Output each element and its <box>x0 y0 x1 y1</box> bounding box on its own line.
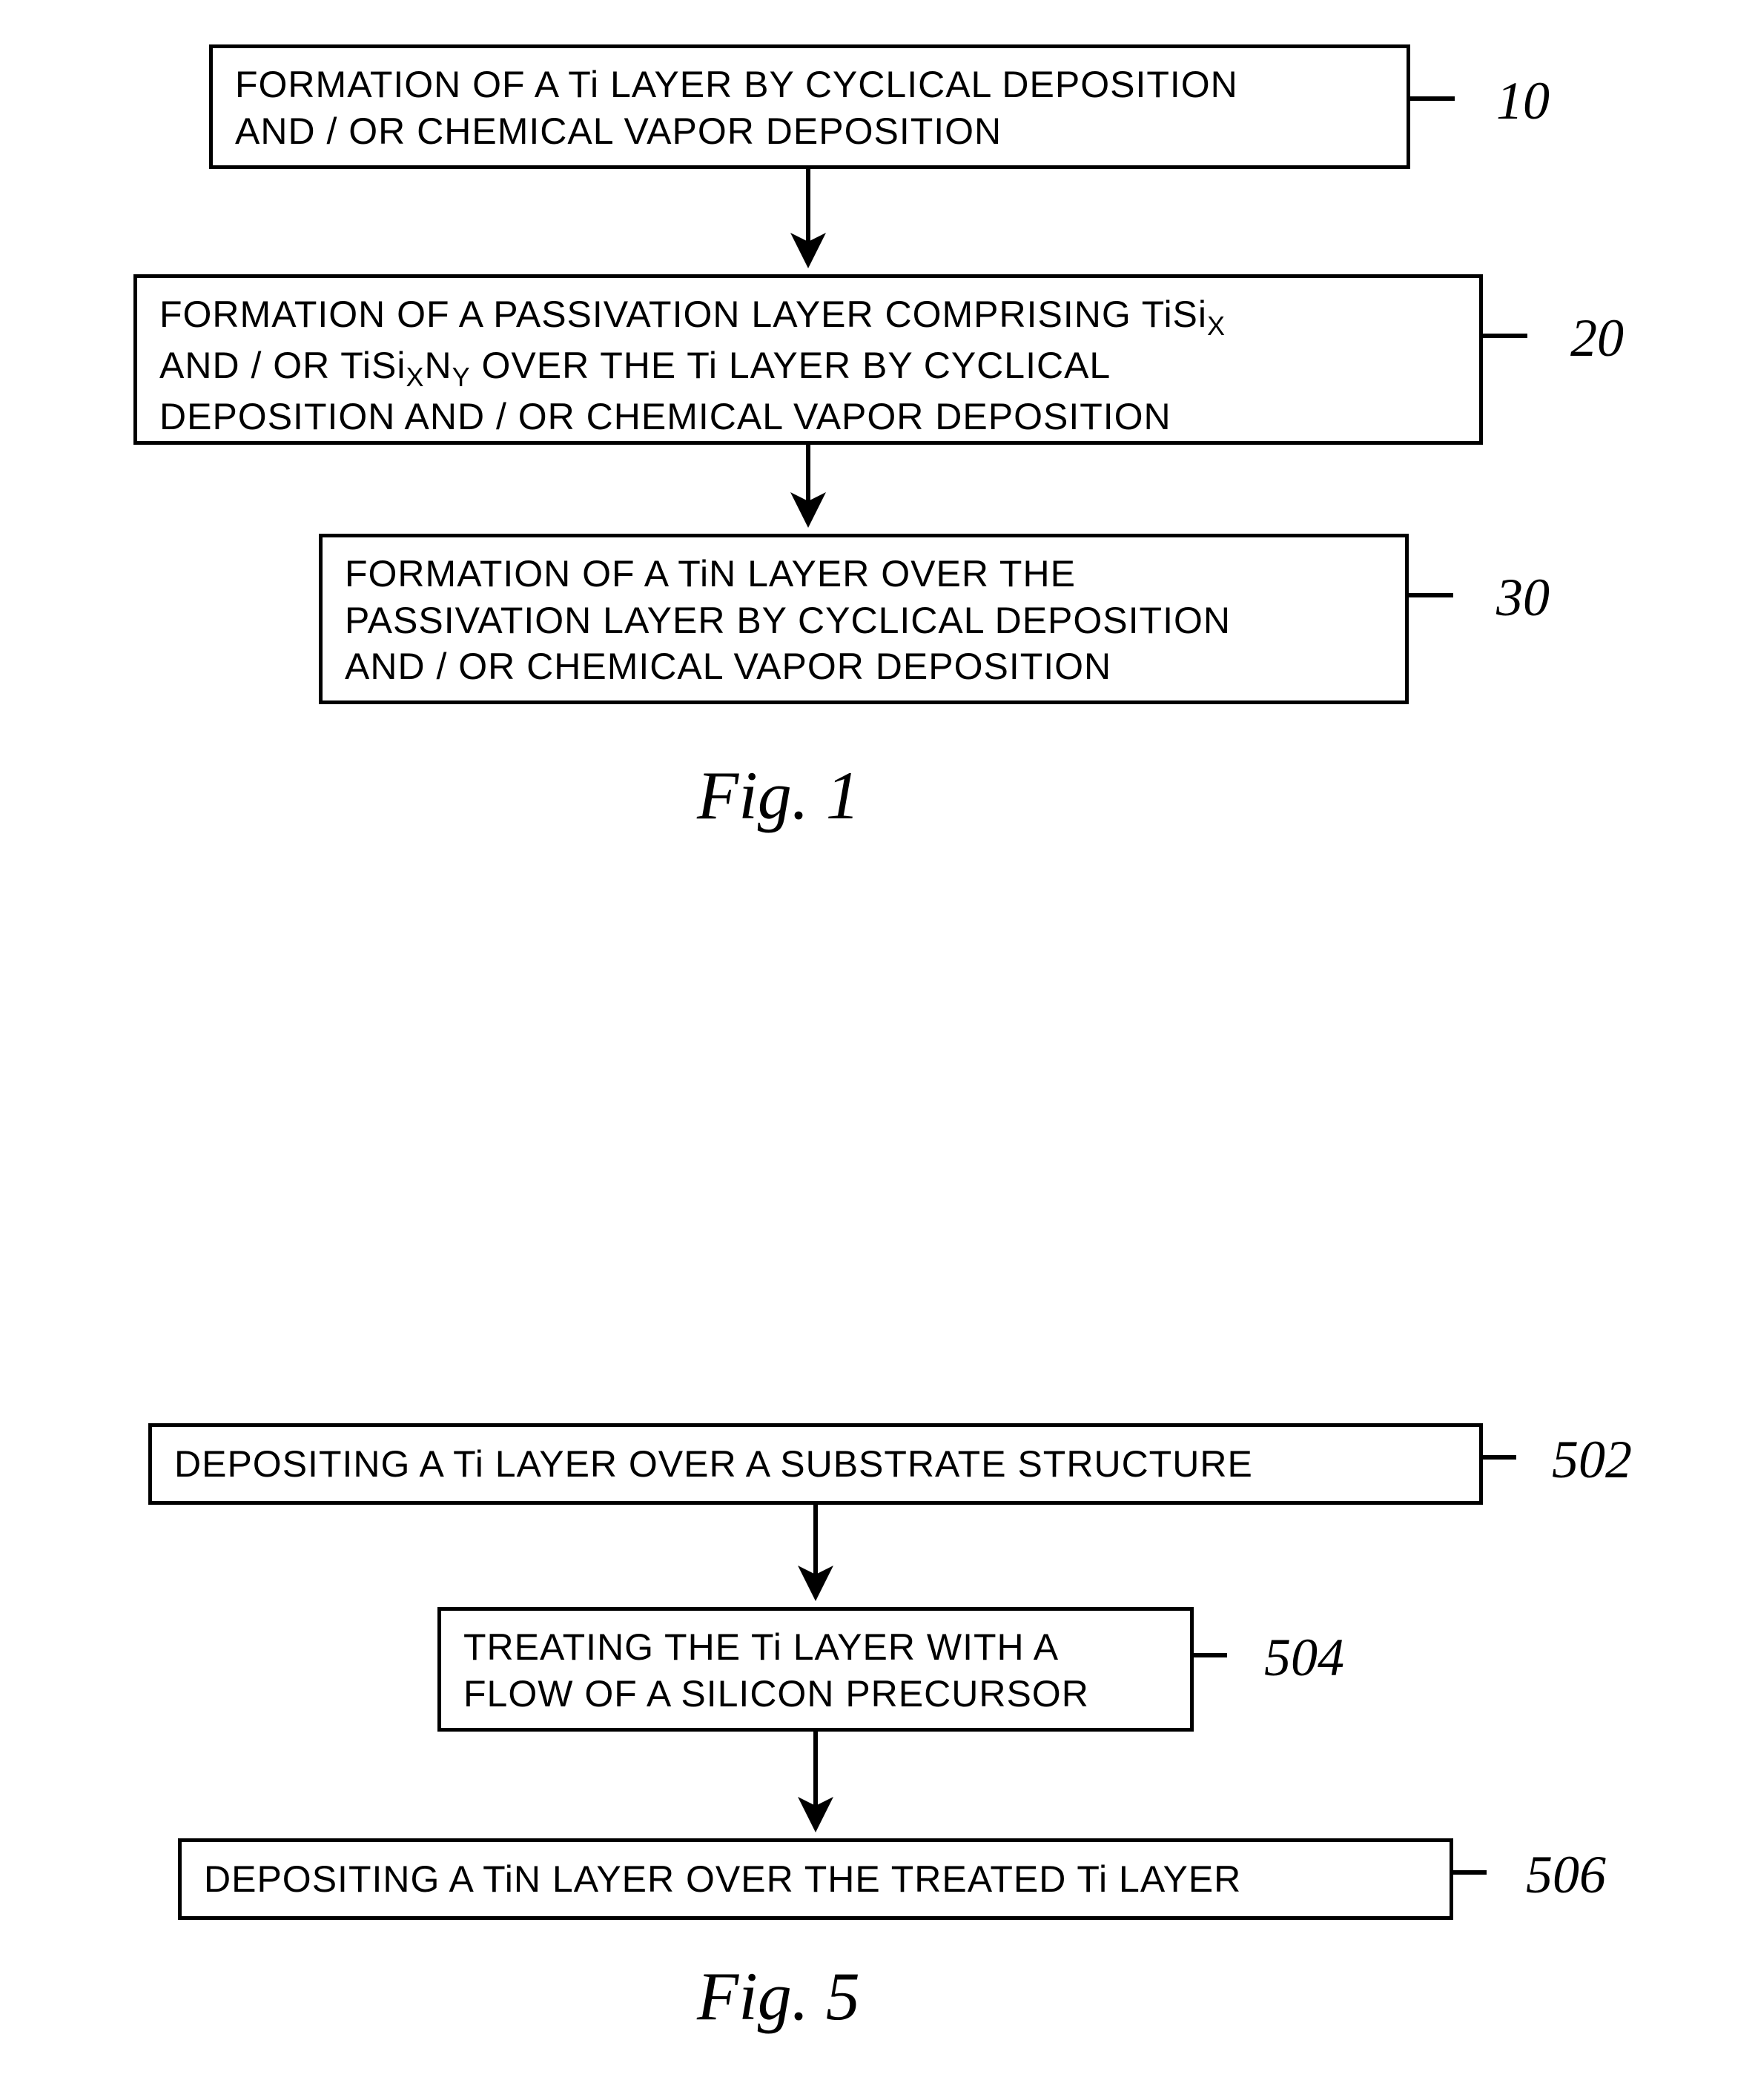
fig5-box-502-text: DEPOSITING A Ti LAYER OVER A SUBSTRATE S… <box>174 1441 1253 1488</box>
fig1-box-10: FORMATION OF A Ti LAYER BY CYCLICAL DEPO… <box>209 44 1410 169</box>
fig1-caption: Fig. 1 <box>697 756 860 835</box>
fig1-box-30-text: FORMATION OF A TiN LAYER OVER THE PASSIV… <box>345 551 1231 690</box>
fig1-label-30: 30 <box>1496 567 1550 629</box>
fig1-label-20: 20 <box>1570 308 1624 369</box>
fig5-box-504: TREATING THE Ti LAYER WITH A FLOW OF A S… <box>437 1607 1194 1732</box>
fig5-tick-502 <box>1483 1455 1516 1460</box>
fig1-label-10: 10 <box>1496 70 1550 132</box>
fig1-box-10-text: FORMATION OF A Ti LAYER BY CYCLICAL DEPO… <box>235 62 1238 154</box>
fig1-tick-30 <box>1409 593 1453 597</box>
fig1-tick-20 <box>1483 334 1527 338</box>
fig5-tick-506 <box>1453 1870 1487 1875</box>
fig5-box-502: DEPOSITING A Ti LAYER OVER A SUBSTRATE S… <box>148 1423 1483 1505</box>
fig5-caption: Fig. 5 <box>697 1957 860 2036</box>
fig5-box-506-text: DEPOSITING A TiN LAYER OVER THE TREATED … <box>204 1856 1241 1903</box>
fig5-tick-504 <box>1194 1653 1227 1657</box>
fig1-box-20-text: FORMATION OF A PASSIVATION LAYER COMPRIS… <box>159 291 1226 440</box>
fig5-label-504: 504 <box>1264 1627 1344 1689</box>
fig5-label-502: 502 <box>1552 1429 1632 1491</box>
fig1-box-20: FORMATION OF A PASSIVATION LAYER COMPRIS… <box>133 274 1483 445</box>
fig1-tick-10 <box>1410 96 1455 101</box>
fig5-label-506: 506 <box>1526 1844 1606 1906</box>
fig5-box-504-text: TREATING THE Ti LAYER WITH A FLOW OF A S… <box>463 1624 1089 1717</box>
fig5-box-506: DEPOSITING A TiN LAYER OVER THE TREATED … <box>178 1838 1453 1920</box>
fig1-box-30: FORMATION OF A TiN LAYER OVER THE PASSIV… <box>319 534 1409 704</box>
